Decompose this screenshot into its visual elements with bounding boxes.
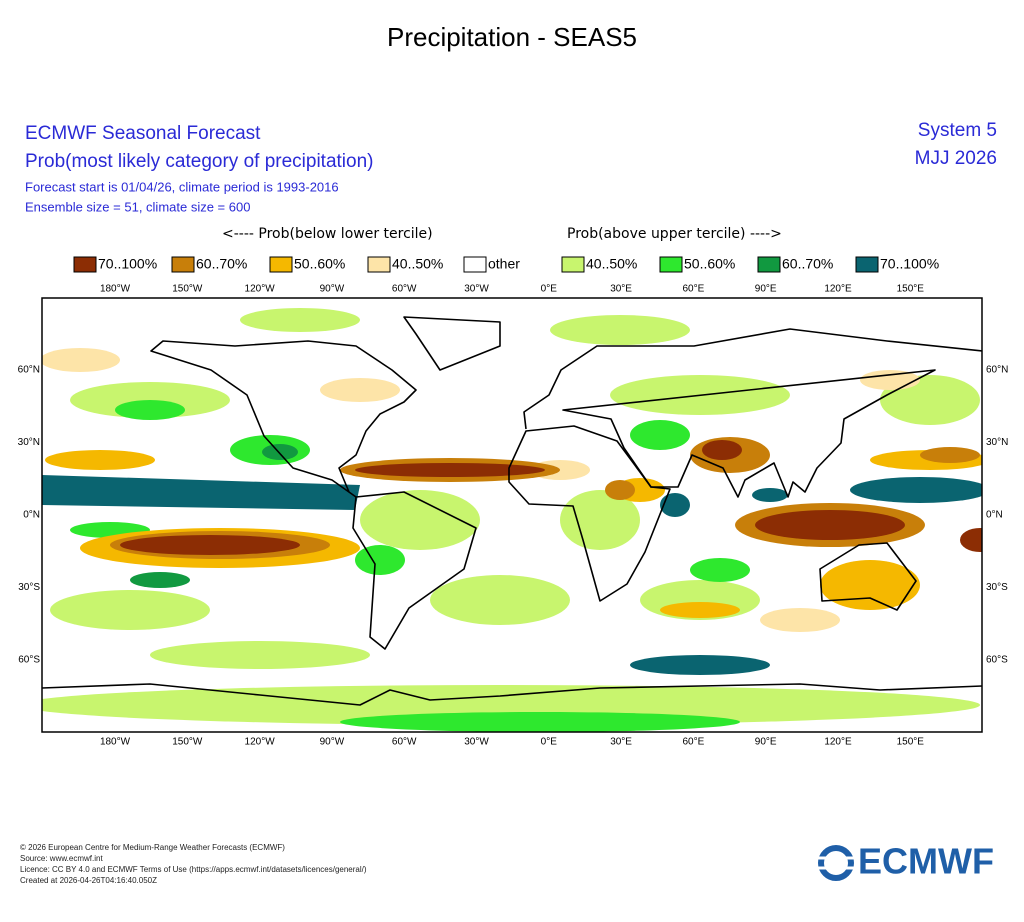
legend-label: 50..60%	[684, 256, 735, 272]
lon-label: 30°W	[464, 737, 489, 748]
lon-label: 150°E	[897, 284, 925, 295]
header-line: Forecast start is 01/04/26, climate peri…	[25, 179, 339, 194]
header-line: ECMWF Seasonal Forecast	[25, 123, 261, 144]
logo-text: ECMWF	[858, 841, 994, 882]
lat-label: 60°N	[18, 365, 40, 376]
legend-swatch	[463, 256, 487, 273]
map-field	[42, 298, 982, 732]
legend-label: 50..60%	[294, 256, 345, 272]
lon-label: 120°W	[245, 284, 276, 295]
legend-swatch	[659, 256, 683, 273]
legend-swatch	[73, 256, 97, 273]
lon-label: 30°E	[610, 737, 632, 748]
lon-label: 90°W	[320, 737, 345, 748]
legend-label: 70..100%	[98, 256, 157, 272]
lon-label: 60°E	[683, 284, 705, 295]
logo-mark	[815, 845, 860, 881]
legend-label: 40..50%	[586, 256, 637, 272]
lon-label: 180°W	[100, 284, 131, 295]
lon-label: 120°E	[824, 737, 852, 748]
header-line: System 5	[918, 120, 997, 141]
lat-label: 30°S	[18, 582, 40, 593]
lon-label: 30°E	[610, 284, 632, 295]
legend-swatch	[367, 256, 391, 273]
legend-label: 40..50%	[392, 256, 443, 272]
footer-line: Source: www.ecmwf.int	[20, 854, 103, 863]
lon-label: 60°E	[683, 737, 705, 748]
legend-swatch	[561, 256, 585, 273]
legend-swatch	[855, 256, 879, 273]
legend-label: 60..70%	[196, 256, 247, 272]
lon-label: 0°E	[541, 284, 558, 295]
lon-label: 0°E	[541, 737, 558, 748]
lon-label: 150°W	[172, 284, 203, 295]
lon-label: 90°E	[755, 284, 777, 295]
legend-heading: Prob(above upper tercile) ---->	[567, 226, 782, 242]
page-title: Precipitation - SEAS5	[387, 22, 637, 52]
footer-line: Licence: CC BY 4.0 and ECMWF Terms of Us…	[20, 865, 367, 874]
lon-label: 60°W	[392, 737, 417, 748]
lat-label: 30°S	[986, 582, 1008, 593]
header-line: Ensemble size = 51, climate size = 600	[25, 199, 250, 214]
lon-label: 180°W	[100, 737, 131, 748]
legend-label: 60..70%	[782, 256, 833, 272]
legend-label: 70..100%	[880, 256, 939, 272]
lat-label: 60°S	[18, 655, 40, 666]
lon-label: 90°W	[320, 284, 345, 295]
legend-label: other	[488, 256, 520, 272]
lon-label: 150°E	[897, 737, 925, 748]
lat-label: 0°N	[986, 510, 1003, 521]
legend-swatch	[757, 256, 781, 273]
legend-swatch	[171, 256, 195, 273]
header-line: MJJ 2026	[915, 148, 997, 169]
lon-label: 60°W	[392, 284, 417, 295]
lon-label: 90°E	[755, 737, 777, 748]
map-axes: 180°W 180°W 150°W 150°W 120°W 120°W 90°W 90°W 60…	[18, 284, 1009, 748]
lon-label: 120°W	[245, 737, 276, 748]
map-frame	[41, 297, 983, 733]
legend: 70..100% 60..70% 50..60% 40..50% other 40..50…	[73, 256, 939, 273]
lon-label: 120°E	[824, 284, 852, 295]
lon-label: 30°W	[464, 284, 489, 295]
lat-label: 60°S	[986, 655, 1008, 666]
legend-swatch	[269, 256, 293, 273]
lat-label: 0°N	[23, 510, 40, 521]
lat-label: 60°N	[986, 365, 1008, 376]
legend-heading: <---- Prob(below lower tercile)	[222, 226, 433, 242]
lat-label: 30°N	[18, 437, 40, 448]
footer-line: © 2026 European Centre for Medium-Range …	[20, 843, 285, 852]
footer-line: Created at 2026-04-26T04:16:40.050Z	[20, 876, 157, 885]
header-line: Prob(most likely category of precipitati…	[25, 151, 373, 172]
lon-label: 150°W	[172, 737, 203, 748]
lat-label: 30°N	[986, 437, 1008, 448]
